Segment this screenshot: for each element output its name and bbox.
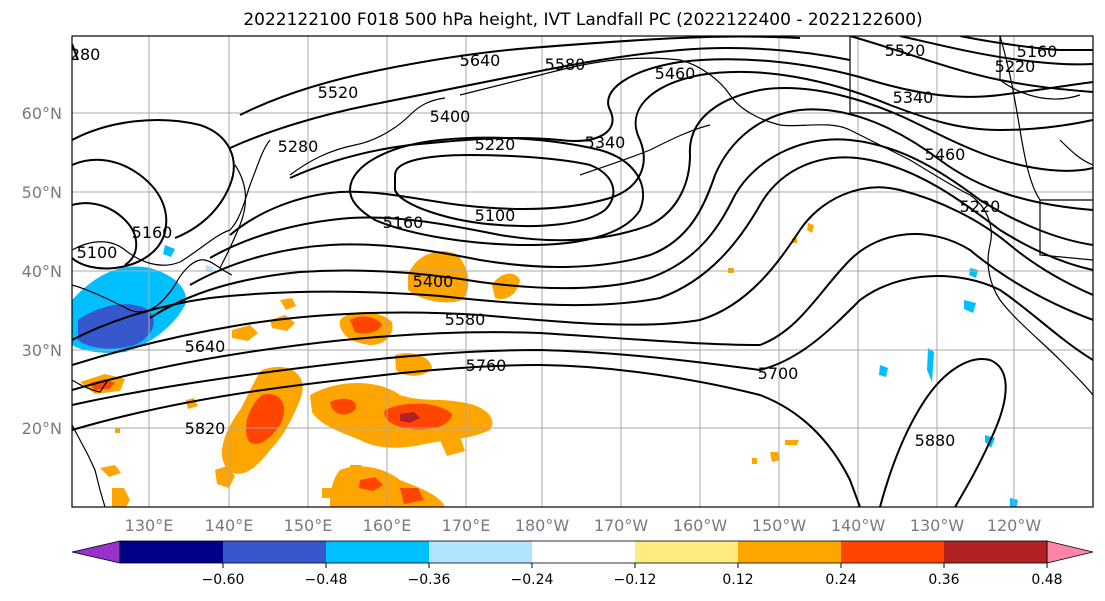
contour-label: 5340	[893, 88, 934, 107]
map-frame	[71, 35, 1094, 508]
contour-label: 5520	[318, 83, 359, 102]
colorbar-segment	[738, 541, 842, 563]
lon-label: 150°E	[284, 516, 333, 535]
contour-label: 5160	[132, 223, 173, 242]
contour-label: 5400	[430, 107, 471, 126]
lat-label: 40°N	[22, 262, 62, 281]
lon-label: 140°E	[205, 516, 254, 535]
colorbar-tick-label: −0.24	[511, 572, 554, 588]
lon-label: 180°W	[515, 516, 570, 535]
lat-label: 60°N	[22, 104, 62, 123]
contour-label: 5280	[60, 45, 101, 64]
lon-label: 130°W	[910, 516, 965, 535]
colorbar-tick-label: −0.36	[408, 572, 451, 588]
colorbar-segment	[120, 541, 224, 563]
height-contours	[72, 36, 1093, 507]
colorbar-segment	[841, 541, 945, 563]
contour-label: 5700	[758, 364, 799, 383]
colorbar-tick-label: 0.36	[928, 572, 959, 588]
contour-label: 5400	[413, 272, 454, 291]
contour-label: 5340	[585, 133, 626, 152]
contour-label: 5820	[185, 419, 226, 438]
lon-label: 120°W	[987, 516, 1042, 535]
lat-label: 20°N	[22, 419, 62, 438]
lon-label: 140°W	[831, 516, 886, 535]
colorbar-tick-label: −0.60	[202, 572, 245, 588]
contour-label: 5580	[545, 55, 586, 74]
lon-label: 130°E	[125, 516, 174, 535]
colorbar-tick-label: −0.12	[614, 572, 657, 588]
lon-label: 170°E	[442, 516, 491, 535]
lat-label: 30°N	[22, 341, 62, 360]
lon-label: 160°E	[363, 516, 412, 535]
colorbar-segment	[429, 541, 533, 563]
contour-label: 5220	[960, 197, 1001, 216]
colorbar: −0.60 −0.48 −0.36 −0.24 −0.12 0.12 0.24 0.36 0.4…	[71, 540, 1094, 588]
colorbar-extend-max	[1046, 540, 1094, 564]
lon-label: 160°W	[673, 516, 728, 535]
contour-label: 5100	[77, 243, 118, 262]
contour-label: 5580	[445, 310, 486, 329]
contour-label: 5460	[925, 145, 966, 164]
figure-title: 2022122100 F018 500 hPa height, IVT Land…	[243, 10, 922, 30]
contour-label: 5160	[1017, 42, 1058, 61]
latitude-labels: 60°N 50°N 40°N 30°N 20°N	[22, 104, 62, 438]
longitude-labels: 130°E 140°E 150°E 160°E 170°E 180°W 170°…	[125, 516, 1042, 535]
contour-label: 5880	[915, 431, 956, 450]
contour-label: 5220	[995, 57, 1036, 76]
contour-label: 5280	[278, 137, 319, 156]
contour-label: 5640	[185, 337, 226, 356]
colorbar-segment	[944, 541, 1048, 563]
lon-label: 150°W	[752, 516, 807, 535]
colorbar-outline	[119, 540, 1048, 564]
contour-label: 5100	[475, 206, 516, 225]
lat-label: 50°N	[22, 183, 62, 202]
contour-label: 5220	[475, 135, 516, 154]
ivt-positive-shading	[80, 223, 814, 507]
colorbar-tick-label: 0.24	[825, 572, 856, 588]
contour-label: 5520	[885, 41, 926, 60]
colorbar-segment	[532, 541, 636, 563]
contour-labels: 5640 5580 5460 5160 5220 5280 5520 5400 …	[60, 41, 1058, 450]
contour-label: 5640	[460, 51, 501, 70]
colorbar-segment	[326, 541, 430, 563]
lon-label: 170°W	[594, 516, 649, 535]
colorbar-segment	[223, 541, 327, 563]
colorbar-tick-label: 0.12	[722, 572, 753, 588]
colorbar-tick-label: 0.48	[1031, 572, 1062, 588]
contour-label: 5460	[655, 64, 696, 83]
colorbar-tick-label: −0.48	[305, 572, 348, 588]
colorbar-segment	[635, 541, 739, 563]
contour-label: 5160	[383, 213, 424, 232]
contour-label: 5760	[466, 356, 507, 375]
map-panel: 5640 5580 5460 5160 5220 5280 5520 5400 …	[60, 35, 1094, 508]
colorbar-extend-min	[71, 540, 121, 564]
